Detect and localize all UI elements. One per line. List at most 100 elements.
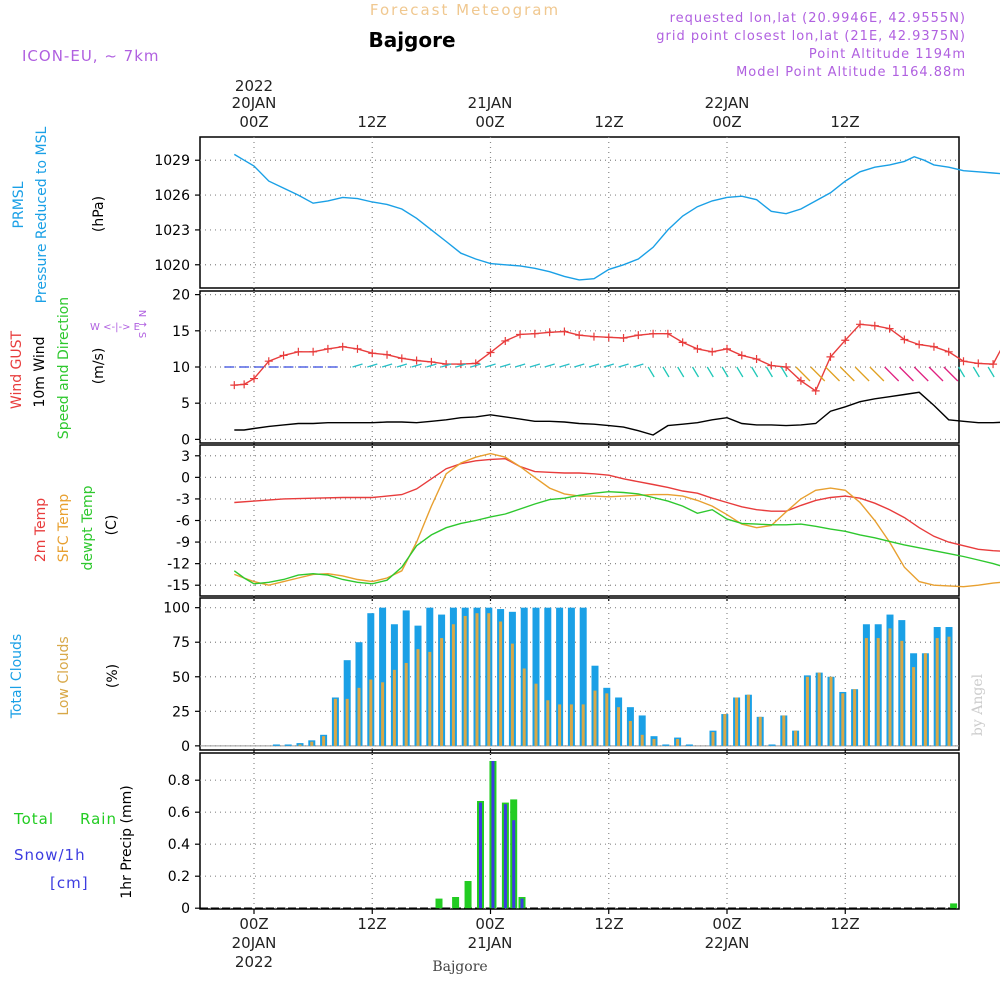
y-tick-label: 1026 — [154, 188, 190, 204]
wind-arrow — [884, 366, 900, 382]
low-cloud-bar — [581, 704, 585, 746]
wind-arrow — [588, 363, 600, 368]
total-cloud-bar — [556, 607, 564, 746]
gust-marker — [338, 342, 347, 351]
time-top-3: 00Z — [475, 113, 504, 131]
wind-arrow — [987, 366, 995, 378]
chart-marks — [200, 153, 1000, 909]
gust-marker — [516, 330, 525, 339]
total-label: Total — [13, 810, 54, 828]
y-tick-label: 0 — [181, 470, 190, 486]
dewpt-label: dewpt Temp — [80, 485, 96, 570]
y-tick-label: 75 — [172, 635, 190, 651]
sfc-temp-label: SFC Temp — [56, 494, 72, 563]
wind-arrow — [662, 366, 670, 378]
gust-marker — [368, 349, 377, 358]
wind-arrow — [426, 363, 437, 368]
low-cloud-bar — [723, 714, 727, 746]
cloud-unit: (%) — [105, 664, 121, 688]
total-cloud-bar — [284, 744, 292, 746]
wind-gust-line — [234, 323, 1000, 392]
low-cloud-bar — [888, 628, 892, 746]
low-cloud-bar — [652, 738, 656, 746]
gust-marker — [826, 352, 835, 361]
snow-bar — [479, 802, 482, 909]
gust-marker — [944, 347, 953, 356]
y-tick-label: -3 — [176, 492, 190, 508]
gust-marker — [796, 376, 805, 385]
wind-arrow — [500, 363, 511, 368]
low-cloud-bar — [912, 667, 916, 746]
low-cloud-bar — [546, 700, 550, 746]
y-tick-label: 0.6 — [168, 805, 190, 821]
gust-marker — [841, 336, 850, 345]
gust-marker — [279, 351, 288, 360]
prmsl-label: PRMSL — [11, 181, 27, 228]
low-cloud-bar — [841, 693, 845, 746]
wind-arrow — [647, 366, 655, 378]
low-cloud-bar — [298, 744, 302, 746]
total-cloud-bar — [662, 744, 670, 746]
model-altitude: Model Point Altitude 1164.88m — [736, 65, 966, 80]
low-cloud-bar — [534, 683, 538, 746]
year-top: 2022 — [235, 77, 273, 95]
low-cloud-bar — [428, 651, 432, 746]
wind-arrow — [618, 363, 629, 368]
gust-marker — [915, 340, 924, 349]
y-tick-label: -6 — [176, 514, 190, 530]
gust-marker — [486, 348, 495, 357]
gust-marker — [309, 347, 318, 356]
low-cloud-bar — [947, 636, 951, 746]
gust-marker — [737, 351, 746, 360]
wind-arrow — [869, 366, 885, 382]
wind-arrow — [972, 366, 980, 378]
location-title: Bajgore — [368, 28, 455, 52]
y-tick-label: 0 — [181, 901, 190, 917]
wind-arrow — [928, 366, 944, 382]
low-cloud-bar — [558, 704, 562, 746]
low-cloud-bar — [640, 734, 644, 746]
date-top-3: 22JAN — [705, 94, 750, 112]
wind-arrow — [913, 366, 929, 382]
snow-label: Snow/1h — [14, 846, 86, 864]
y-tick-labels: 10201023102610290510152030-3-6-9-12-1502… — [154, 153, 190, 917]
low-cloud-bar — [522, 668, 526, 746]
gust-marker — [663, 329, 672, 338]
low-cloud-bar — [900, 640, 904, 746]
gust-marker — [959, 357, 968, 366]
low-cloud-bar — [617, 707, 621, 746]
time-bottom-1: 00Z — [239, 915, 268, 933]
gust-marker — [397, 354, 406, 363]
y-tick-label: -9 — [176, 535, 190, 551]
total-cloud-bar — [272, 744, 280, 746]
low-cloud-bar — [864, 638, 868, 746]
low-clouds-label: Low Clouds — [56, 636, 72, 715]
rain-label: Rain — [80, 810, 117, 828]
dewpt-line — [233, 490, 1000, 585]
time-top-4: 12Z — [594, 113, 623, 131]
low-cloud-bar — [510, 643, 514, 746]
date-bottom-1: 20JAN — [232, 934, 277, 952]
low-cloud-bar — [876, 638, 880, 746]
y-tick-label: 0.8 — [168, 773, 190, 789]
wind-arrow — [411, 363, 422, 368]
low-cloud-bar — [605, 693, 609, 746]
low-cloud-bar — [381, 682, 385, 746]
gust-marker — [885, 324, 894, 333]
wind-arrow — [765, 366, 773, 378]
wind-arrow — [396, 363, 408, 368]
model-label: ICON-EU, ~ 7km — [22, 47, 160, 65]
low-cloud-bar — [416, 649, 420, 746]
wind-arrow — [352, 363, 363, 368]
gust-marker — [767, 361, 776, 370]
wind-arrow — [574, 363, 585, 368]
wind-arrow — [529, 363, 541, 368]
y-tick-label: 10 — [172, 360, 190, 376]
rain-bar — [452, 897, 460, 909]
point-altitude: Point Altitude 1194m — [809, 47, 966, 62]
total-cloud-bar — [638, 715, 646, 746]
pressure-panel — [199, 136, 960, 289]
wind-arrow — [544, 363, 555, 368]
gust-marker — [989, 360, 998, 369]
pressure-line — [233, 153, 1000, 281]
